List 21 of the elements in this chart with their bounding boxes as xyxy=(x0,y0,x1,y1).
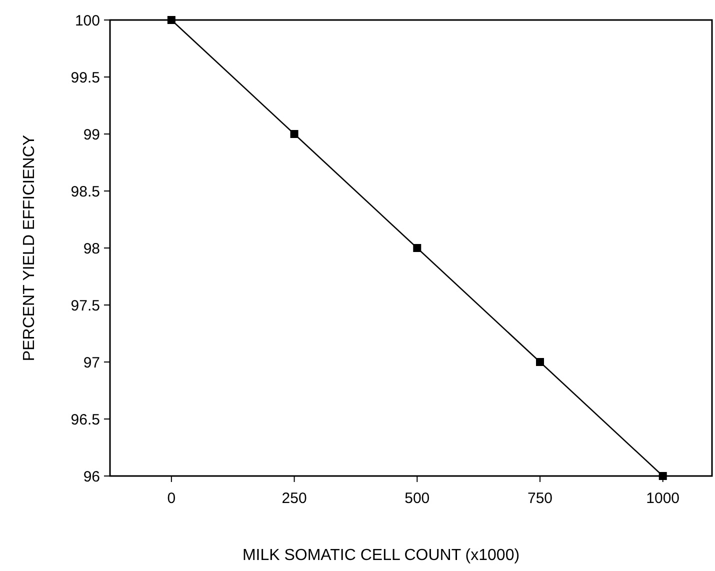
point xyxy=(658,472,667,480)
x-tick-label: 750 xyxy=(527,490,553,507)
y-tick-label: 96.5 xyxy=(70,411,100,428)
y-tick-label: 98.5 xyxy=(70,183,100,200)
y-tick-label: 97.5 xyxy=(70,297,100,314)
y-tick-label: 97 xyxy=(83,354,100,372)
y-tick-label: 100 xyxy=(74,12,100,30)
x-axis-title: MILK SOMATIC CELL COUNT (x1000) xyxy=(242,547,520,564)
x-tick-label: 250 xyxy=(282,490,307,507)
point xyxy=(290,130,298,138)
y-tick-label: 98 xyxy=(83,240,100,258)
y-axis-title: PERCENT YIELD EFFICIENCY xyxy=(21,134,38,362)
y-tick-label: 99.5 xyxy=(70,69,100,86)
point xyxy=(536,358,544,366)
y-tick-label: 99 xyxy=(83,126,100,144)
point xyxy=(167,16,176,24)
x-tick-label: 0 xyxy=(167,490,176,507)
point xyxy=(413,244,422,252)
x-tick-label: 500 xyxy=(404,490,430,507)
y-tick-label: 96 xyxy=(83,468,100,486)
x-tick-label: 1000 xyxy=(646,490,680,507)
